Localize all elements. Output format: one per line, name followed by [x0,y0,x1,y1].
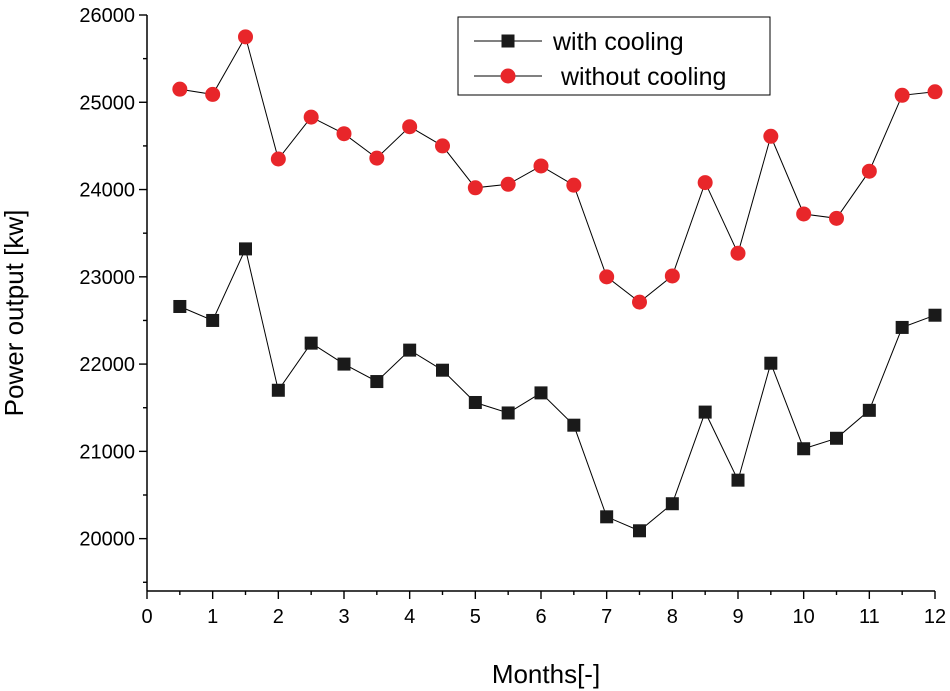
data-point [927,84,943,100]
x-tick-label: 7 [601,606,612,628]
x-axis-title: Months[-] [492,659,600,689]
data-point [239,242,252,256]
data-point [633,524,646,538]
data-point [238,29,253,45]
data-point [304,336,318,350]
legend-marker [501,34,515,48]
legend: with cooling without cooling [457,16,771,96]
data-point [337,357,351,371]
data-point [435,138,450,154]
data-point [731,473,745,487]
data-point [533,158,549,174]
x-tick-label: 2 [273,606,284,628]
data-point [861,163,877,179]
data-point [566,177,582,193]
y-axis-title: Power output [kw] [0,210,29,417]
data-point [468,395,482,409]
data-point [797,442,811,456]
y-tick-label: 24000 [79,180,135,202]
data-point [501,406,515,420]
y-tick-label: 25000 [79,92,135,114]
data-point [500,176,516,192]
legend-marker [500,68,516,84]
data-point [698,405,712,419]
x-tick-label: 0 [141,606,152,628]
data-point [665,497,679,511]
series-line [179,247,936,532]
data-point [664,268,680,284]
x-tick-label: 10 [793,606,815,628]
data-point [796,206,812,222]
axes: 0 1 2 3 4 5 6 7 8 9 10 11 12200002100022000230002400… [0,5,946,689]
x-tick-label: 4 [404,606,415,628]
data-point [764,356,778,370]
y-tick-label: 23000 [79,267,135,289]
data-point [467,180,483,196]
data-point [632,294,647,310]
legend-label: without cooling [560,63,726,91]
data-point [436,363,449,377]
data-point [369,150,385,166]
legend-label: with cooling [552,28,684,56]
data-point [894,87,910,103]
x-tick-label: 11 [859,606,880,628]
x-tick-label: 3 [338,606,349,628]
series-without-cooling [172,29,943,310]
data-point [697,175,713,191]
data-point [370,375,384,389]
data-point [534,386,548,400]
data-point [928,308,942,322]
data-point [205,86,221,102]
x-tick-label: 9 [732,606,743,628]
data-point [270,151,286,167]
x-tick-label: 6 [535,606,546,628]
x-tick-label: 8 [667,606,678,628]
data-point [336,126,352,142]
data-point [895,320,909,334]
data-point [600,510,614,524]
y-tick-label: 26000 [79,5,135,27]
data-point [830,431,843,445]
data-point [173,299,187,313]
data-point [730,245,746,261]
data-point [567,418,581,432]
y-tick-label: 22000 [79,354,135,376]
data-point [829,210,844,226]
series-group [172,29,943,538]
data-point [402,119,418,135]
data-point [763,128,779,144]
data-point [599,269,615,285]
y-tick-label: 20000 [79,529,135,551]
data-point [206,313,220,327]
data-point [303,109,319,125]
x-tick-label: 1 [207,606,218,628]
data-point [271,383,285,397]
data-point [862,403,876,417]
y-tick-label: 21000 [79,441,135,463]
data-point [403,343,417,357]
x-tick-label: 5 [470,606,481,628]
data-point [172,81,188,97]
x-tick-label: 12 [924,606,946,628]
series-with-cooling [173,242,942,538]
